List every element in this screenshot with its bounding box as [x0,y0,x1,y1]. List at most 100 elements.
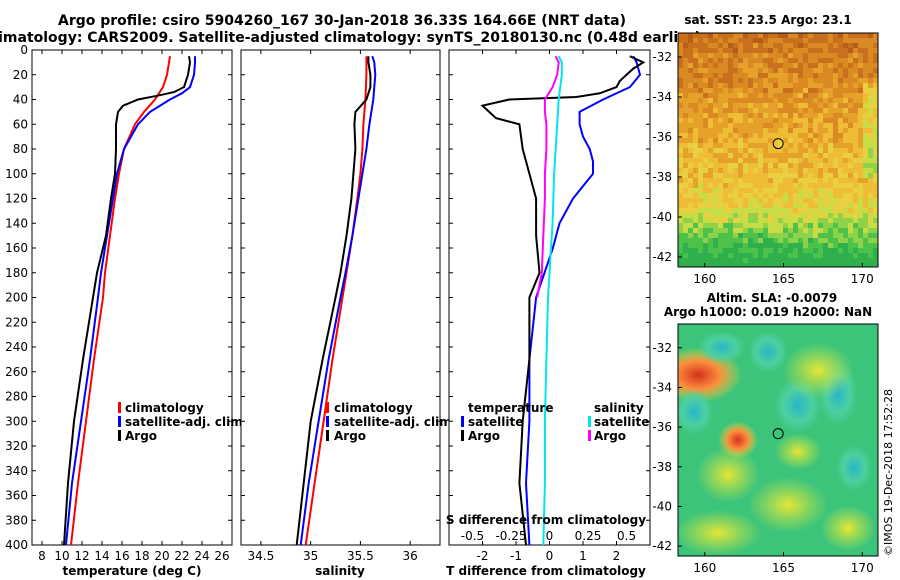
sst-cell [793,253,798,258]
sst-cell [813,78,818,83]
sst-cell [823,33,828,38]
sst-cell [833,258,838,263]
sst-cell [808,168,813,173]
sst-cell [838,33,843,38]
sst-cell [823,88,828,93]
sst-cell [743,178,748,183]
sst-cell [778,58,783,63]
series-line-satellite-adj-clim- [299,55,377,545]
sst-cell [678,128,683,133]
sst-cell [808,98,813,103]
legend-swatch-s-argo [588,430,591,441]
sst-cell [768,123,773,128]
sst-cell [783,223,788,228]
sst-cell [833,48,838,53]
legend-label-t-argo: Argo [468,429,500,443]
sst-cell [863,123,868,128]
sst-cell [713,68,718,73]
sst-cell [768,58,773,63]
sst-cell [708,178,713,183]
sst-cell [848,173,853,178]
sst-cell [843,263,848,267]
sst-cell [683,133,688,138]
sst-cell [843,163,848,168]
sst-cell [698,38,703,43]
sst-cell [873,168,878,173]
sst-cell [823,73,828,78]
sst-cell [818,173,823,178]
sst-cell [788,58,793,63]
sst-cell [708,258,713,263]
sst-cell [808,133,813,138]
sst-cell [873,33,878,38]
sst-cell [718,78,723,83]
sst-cell [768,223,773,228]
sst-cell [833,83,838,88]
sst-cell [753,68,758,73]
sst-cell [713,258,718,263]
sst-cell [683,253,688,258]
sst-cell [678,173,683,178]
sst-cell [683,33,688,38]
sst-cell [693,33,698,38]
sst-cell [833,63,838,68]
sla-blob [748,330,788,373]
sst-cell [858,53,863,58]
sst-cell [813,103,818,108]
sst-cell [678,248,683,253]
sst-cell [853,243,858,248]
sst-cell [788,158,793,163]
sst-cell [703,43,708,48]
sst-cell [743,148,748,153]
sst-cell [708,173,713,178]
sst-cell [688,248,693,253]
sst-cell [858,88,863,93]
sst-cell [823,58,828,63]
sst-cell [763,73,768,78]
sst-cell [723,73,728,78]
sst-cell [858,43,863,48]
sst-cell [863,218,868,223]
sst-cell [748,78,753,83]
sst-cell [748,63,753,68]
sst-cell [778,48,783,53]
sst-cell [738,168,743,173]
sst-cell [833,148,838,153]
sst-cell [703,153,708,158]
sst-cell [813,233,818,238]
sst-cell [718,218,723,223]
sst-cell [868,103,873,108]
sst-cell [848,108,853,113]
sst-cell [683,58,688,63]
sst-cell [798,138,803,143]
sst-cell [803,53,808,58]
sst-cell [783,38,788,43]
sst-cell [853,88,858,93]
sst-cell [843,173,848,178]
sst-cell [763,128,768,133]
sst-cell [763,118,768,123]
sst-cell [798,193,803,198]
sst-cell [873,73,878,78]
sst-cell [758,208,763,213]
sla-map-title-line1: Altim. SLA: -0.0079 [707,291,838,305]
sst-cell [703,53,708,58]
sst-cell [818,253,823,258]
sst-cell [823,178,828,183]
sst-cell [683,168,688,173]
sst-cell [773,63,778,68]
sst-cell [778,193,783,198]
sst-cell [768,238,773,243]
sst-cell [798,108,803,113]
sst-cell [708,33,713,38]
sst-cell [718,118,723,123]
sst-cell [833,253,838,258]
sst-cell [698,198,703,203]
sst-cell [818,63,823,68]
sst-cell [863,108,868,113]
sst-cell [818,68,823,73]
sst-cell [693,183,698,188]
sst-cell [733,153,738,158]
sst-cell [698,188,703,193]
sst-cell [798,243,803,248]
